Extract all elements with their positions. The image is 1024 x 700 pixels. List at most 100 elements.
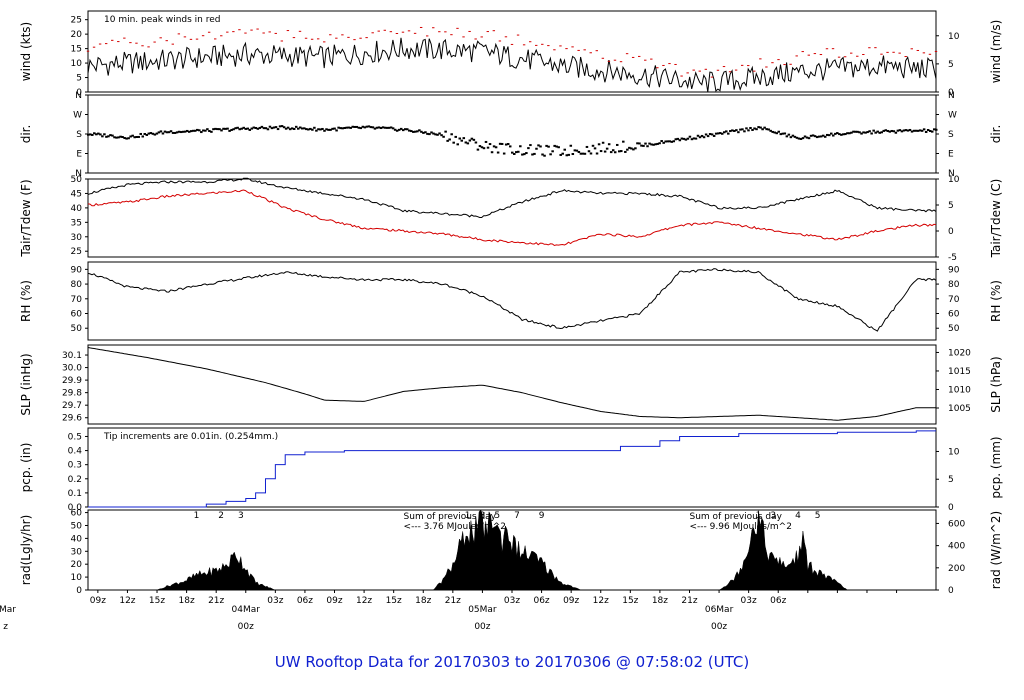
direction-point bbox=[597, 143, 601, 146]
direction-point bbox=[246, 127, 250, 130]
dir-ylabel-left: dir. bbox=[19, 125, 33, 144]
direction-point bbox=[460, 139, 464, 142]
direction-point bbox=[155, 132, 159, 135]
direction-point bbox=[910, 130, 914, 133]
direction-point bbox=[410, 130, 413, 133]
direction-point bbox=[779, 133, 783, 136]
direction-point bbox=[103, 133, 106, 136]
rad-ytick-right: 600 bbox=[948, 519, 965, 529]
direction-point bbox=[416, 130, 419, 133]
x-day-hour: 00z bbox=[238, 622, 254, 632]
direction-point bbox=[498, 142, 502, 145]
direction-point bbox=[928, 130, 932, 133]
direction-point bbox=[359, 127, 363, 130]
temp-ytick-left: 40 bbox=[71, 204, 83, 214]
direction-point bbox=[351, 125, 354, 128]
direction-point bbox=[745, 127, 748, 130]
rh-ytick-right: 50 bbox=[948, 324, 960, 334]
pcp-annotation: Tip increments are 0.01in. (0.254mm.) bbox=[103, 432, 278, 442]
direction-point bbox=[187, 130, 191, 133]
direction-point bbox=[446, 139, 449, 142]
rh-ytick-right: 80 bbox=[948, 280, 960, 290]
direction-point bbox=[133, 136, 136, 139]
direction-point bbox=[250, 127, 254, 130]
direction-point bbox=[436, 133, 439, 136]
direction-point bbox=[462, 137, 466, 140]
direction-point bbox=[109, 134, 112, 137]
direction-point bbox=[161, 132, 165, 135]
direction-point bbox=[618, 150, 621, 153]
direction-point bbox=[323, 129, 326, 132]
temp-ytick-left: 25 bbox=[71, 247, 82, 257]
direction-point bbox=[284, 127, 288, 130]
direction-point bbox=[892, 130, 896, 133]
direction-point bbox=[741, 128, 744, 131]
direction-point bbox=[478, 145, 482, 148]
rad-hour-marker: 1 bbox=[756, 511, 762, 521]
direction-point bbox=[622, 140, 625, 143]
direction-point bbox=[143, 132, 147, 135]
direction-point bbox=[702, 136, 706, 139]
direction-point bbox=[648, 142, 651, 145]
direction-point bbox=[127, 137, 130, 140]
x-day-hour: 00z bbox=[474, 622, 490, 632]
pcp-ytick-left: 0.0 bbox=[68, 503, 83, 513]
slp-ytick-left: 29.7 bbox=[62, 401, 82, 411]
dir-ytick-right: N bbox=[948, 169, 955, 179]
direction-point bbox=[490, 151, 494, 154]
direction-point bbox=[185, 129, 189, 132]
direction-point bbox=[765, 128, 768, 131]
direction-point bbox=[674, 138, 678, 141]
direction-point bbox=[605, 147, 609, 150]
direction-point bbox=[206, 128, 209, 131]
direction-point bbox=[882, 129, 886, 132]
pcp-ytick-right: 10 bbox=[948, 447, 960, 457]
direction-point bbox=[664, 140, 667, 143]
direction-point bbox=[932, 128, 936, 131]
direction-point bbox=[480, 146, 484, 149]
direction-point bbox=[373, 127, 377, 130]
rad-ytick-right: 0 bbox=[948, 586, 954, 596]
direction-point bbox=[321, 127, 324, 130]
direction-point bbox=[918, 129, 922, 132]
direction-point bbox=[412, 130, 415, 133]
direction-point bbox=[191, 129, 195, 132]
x-day-label: 05Mar bbox=[468, 605, 497, 615]
direction-point bbox=[244, 127, 247, 130]
slp-ytick-left: 30.1 bbox=[62, 351, 82, 361]
direction-point bbox=[240, 127, 243, 130]
direction-point bbox=[343, 126, 346, 129]
x-tick-label: 03z bbox=[741, 596, 757, 606]
direction-point bbox=[357, 126, 361, 129]
direction-point bbox=[216, 128, 219, 131]
direction-point bbox=[315, 129, 318, 132]
direction-point bbox=[844, 133, 847, 136]
direction-point bbox=[599, 150, 603, 153]
direction-point bbox=[630, 147, 633, 150]
direction-point bbox=[874, 131, 877, 134]
direction-point bbox=[884, 129, 888, 132]
direction-point bbox=[686, 137, 690, 140]
direction-point bbox=[935, 128, 938, 131]
rh-frame bbox=[87, 261, 937, 341]
slp-ytick-right: 1015 bbox=[948, 367, 971, 377]
direction-point bbox=[850, 131, 853, 134]
direction-point bbox=[349, 126, 352, 129]
direction-point bbox=[638, 142, 641, 145]
direction-point bbox=[292, 127, 296, 130]
x-tick-label: 12z bbox=[356, 596, 372, 606]
direction-point bbox=[791, 134, 795, 137]
x-tick-label: 18z bbox=[415, 596, 431, 606]
direction-point bbox=[823, 135, 827, 138]
direction-point bbox=[567, 153, 571, 156]
direction-point bbox=[230, 128, 233, 131]
direction-point bbox=[107, 135, 110, 138]
direction-point bbox=[494, 146, 498, 149]
dir-ytick-left: W bbox=[73, 111, 82, 121]
direction-point bbox=[286, 126, 290, 129]
x-tick-label: 03z bbox=[267, 596, 283, 606]
direction-point bbox=[169, 130, 173, 133]
direction-point bbox=[666, 140, 669, 143]
wind-ytick-left: 15 bbox=[71, 45, 82, 55]
dir-ytick-right: E bbox=[948, 150, 954, 160]
